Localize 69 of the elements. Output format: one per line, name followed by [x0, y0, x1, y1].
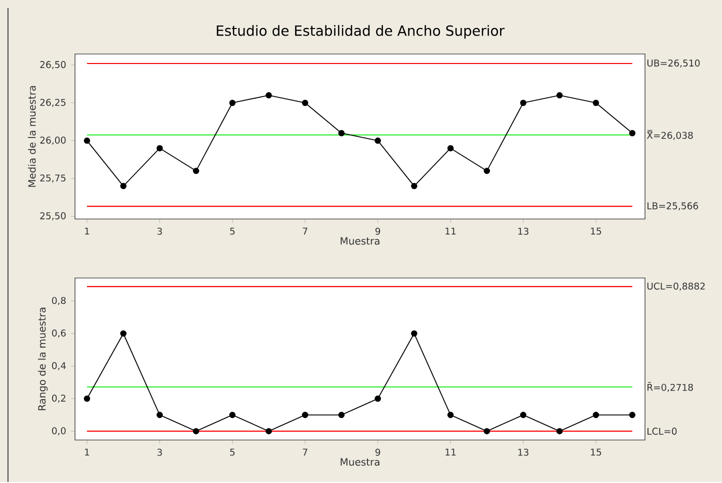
point — [447, 145, 454, 152]
x-tick-label: 15 — [591, 228, 602, 235]
point — [484, 428, 490, 435]
x-tick-label: 3 — [157, 448, 162, 456]
point — [411, 183, 418, 190]
ref-line-label: R̄=0,2718 — [648, 382, 693, 392]
point — [374, 396, 381, 402]
x-tick-label: 15 — [591, 448, 602, 456]
x-tick-label: 5 — [230, 448, 235, 456]
point — [229, 100, 236, 106]
point — [629, 130, 636, 136]
point — [592, 412, 600, 418]
y-tick-label: 0,0 — [52, 427, 66, 436]
y-tick-label: 26,25 — [40, 99, 66, 108]
point — [302, 100, 308, 106]
point — [520, 412, 526, 418]
point — [520, 100, 526, 106]
y-tick-label: 26,50 — [40, 61, 66, 70]
point — [484, 168, 490, 174]
x-tick-label: 13 — [518, 228, 528, 235]
x-tick-label: 7 — [302, 228, 308, 235]
x-tick-label: 13 — [518, 448, 528, 456]
y-tick-label: 25,50 — [40, 212, 66, 221]
x-tick-label: 3 — [157, 228, 162, 235]
point — [338, 130, 345, 136]
chart-title: Estudio de Estabilidad de Ancho Superior — [216, 25, 505, 39]
x-axis-title: Muestra — [340, 238, 380, 245]
point — [120, 330, 126, 337]
point — [266, 92, 272, 99]
point — [84, 138, 90, 144]
point — [266, 428, 272, 435]
y-tick-label: 25,75 — [40, 174, 66, 183]
ref-line-label: X̿=26,038 — [646, 130, 693, 140]
ref-line-label: LB=25,566 — [648, 202, 698, 211]
point — [556, 428, 563, 435]
point — [447, 412, 454, 418]
point — [229, 412, 236, 418]
point — [374, 138, 381, 144]
y-tick-label: 0,8 — [52, 297, 66, 306]
point — [592, 100, 600, 106]
y-tick-label: 26,00 — [40, 136, 66, 145]
y-axis-title: Rango de la muestra — [38, 308, 48, 410]
ref-line-label: UCL=0,8882 — [647, 282, 705, 291]
y-tick-label: 0,6 — [52, 330, 66, 338]
x-axis-title: Muestra — [340, 458, 380, 466]
point — [192, 168, 200, 174]
y-tick-label: 0,4 — [52, 362, 66, 370]
point — [120, 183, 126, 190]
x-tick-label: 11 — [446, 448, 456, 456]
point — [302, 412, 308, 418]
x-tick-label: 7 — [302, 448, 308, 456]
x-tick-label: 9 — [375, 448, 380, 456]
point — [338, 412, 345, 418]
point — [411, 330, 418, 337]
point — [156, 412, 163, 418]
point — [84, 396, 90, 402]
ref-line-label: LCL=0 — [648, 428, 677, 435]
point — [156, 145, 163, 152]
point — [556, 92, 563, 99]
x-tick-label: 5 — [230, 228, 235, 235]
x-tick-label: 11 — [446, 228, 456, 235]
y-tick-label: 0,2 — [52, 394, 66, 403]
point — [629, 412, 636, 418]
point — [192, 428, 200, 435]
ref-line-label: UB=26,510 — [647, 60, 700, 68]
x-tick-label: 9 — [375, 228, 380, 235]
x-tick-label: 1 — [85, 228, 90, 235]
y-axis-title: Media de la muestra — [28, 86, 36, 188]
x-tick-label: 1 — [85, 448, 90, 456]
